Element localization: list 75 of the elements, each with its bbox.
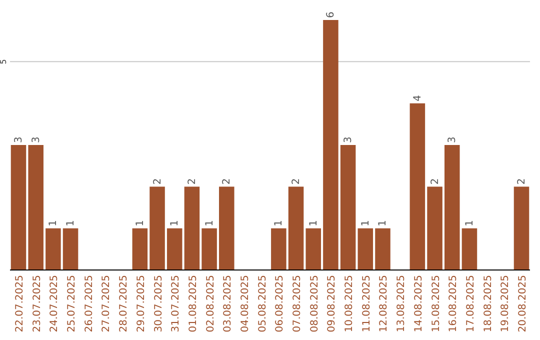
data-label: 1 (170, 220, 181, 226)
data-label: 2 (152, 178, 164, 185)
x-tick-label: 05.08.2025 (257, 275, 268, 332)
x-tick-label: 14.08.2025 (413, 275, 424, 332)
x-tick-label: 26.07.2025 (84, 275, 95, 332)
x-tick-label: 06.08.2025 (274, 275, 286, 332)
y-tick-label: 5 (0, 59, 8, 64)
x-tick-label: 19.08.2025 (500, 275, 512, 332)
bar (271, 228, 286, 270)
x-tick-label: 12.08.2025 (378, 275, 390, 332)
data-label: 1 (378, 220, 389, 226)
data-label: 3 (14, 136, 24, 143)
data-label: 1 (274, 220, 285, 226)
data-label: 1 (308, 220, 320, 226)
x-tick-label: 09.08.2025 (326, 275, 338, 332)
x-tick-label: 27.07.2025 (101, 275, 112, 332)
x-tick-label: 11.08.2025 (361, 275, 372, 332)
bar (150, 186, 165, 270)
bar (358, 228, 374, 270)
x-tick-label: 02.08.2025 (205, 275, 216, 332)
x-tick-label: 08.08.2025 (309, 275, 320, 332)
bar (427, 186, 442, 270)
bar (444, 145, 460, 270)
data-label: 1 (204, 220, 216, 226)
data-label: 2 (291, 178, 302, 185)
data-label: 1 (360, 220, 372, 226)
x-tick-label: 16.08.2025 (448, 275, 460, 332)
bar (306, 228, 321, 270)
data-label: 2 (430, 178, 441, 185)
x-tick-label: 20.08.2025 (518, 275, 528, 332)
x-tick-label: 23.07.2025 (32, 275, 43, 332)
data-label: 4 (412, 94, 424, 102)
bar (514, 186, 530, 270)
x-tick-label: 15.08.2025 (430, 275, 442, 332)
data-label: 2 (516, 178, 528, 185)
x-tick-label: 01.08.2025 (188, 275, 199, 332)
x-tick-label: 28.07.2025 (118, 275, 130, 332)
x-tick-label: 17.08.2025 (465, 275, 476, 332)
bar (462, 228, 478, 270)
bar (166, 228, 182, 270)
x-tick-label: 07.08.2025 (292, 275, 304, 332)
x-tick-label: 13.08.2025 (396, 275, 408, 332)
data-label: 6 (326, 12, 337, 18)
bar (132, 228, 148, 270)
bar (28, 145, 44, 270)
x-tick-label: 10.08.2025 (344, 275, 356, 332)
x-tick-label: 25.07.2025 (66, 275, 78, 332)
bar (46, 228, 61, 270)
bar (323, 20, 338, 270)
x-tick-label: 04.08.2025 (240, 275, 251, 332)
bar (340, 145, 356, 270)
x-tick-label: 31.07.2025 (170, 275, 182, 332)
data-label: 3 (343, 136, 354, 143)
x-tick-label: 03.08.2025 (222, 275, 234, 332)
bar (288, 186, 304, 270)
data-label: 2 (222, 178, 233, 185)
x-tick-label: 22.07.2025 (14, 275, 26, 332)
bar (410, 103, 426, 270)
data-label: 1 (66, 220, 77, 226)
bar (202, 228, 217, 270)
data-label: 3 (447, 136, 458, 143)
x-tick-label: 29.07.2025 (136, 275, 147, 332)
x-tick-label: 24.07.2025 (49, 275, 60, 332)
bar (62, 228, 78, 270)
bar (10, 145, 26, 270)
data-label: 1 (464, 220, 476, 226)
x-tick-label: 18.08.2025 (482, 275, 494, 332)
x-tick-label: 30.07.2025 (153, 275, 164, 332)
data-label: 1 (48, 220, 60, 226)
bar (184, 186, 200, 270)
bar (219, 186, 234, 270)
data-label: 1 (134, 220, 146, 226)
bar (375, 228, 390, 270)
data-label: 2 (186, 178, 198, 185)
data-label: 3 (30, 136, 42, 143)
